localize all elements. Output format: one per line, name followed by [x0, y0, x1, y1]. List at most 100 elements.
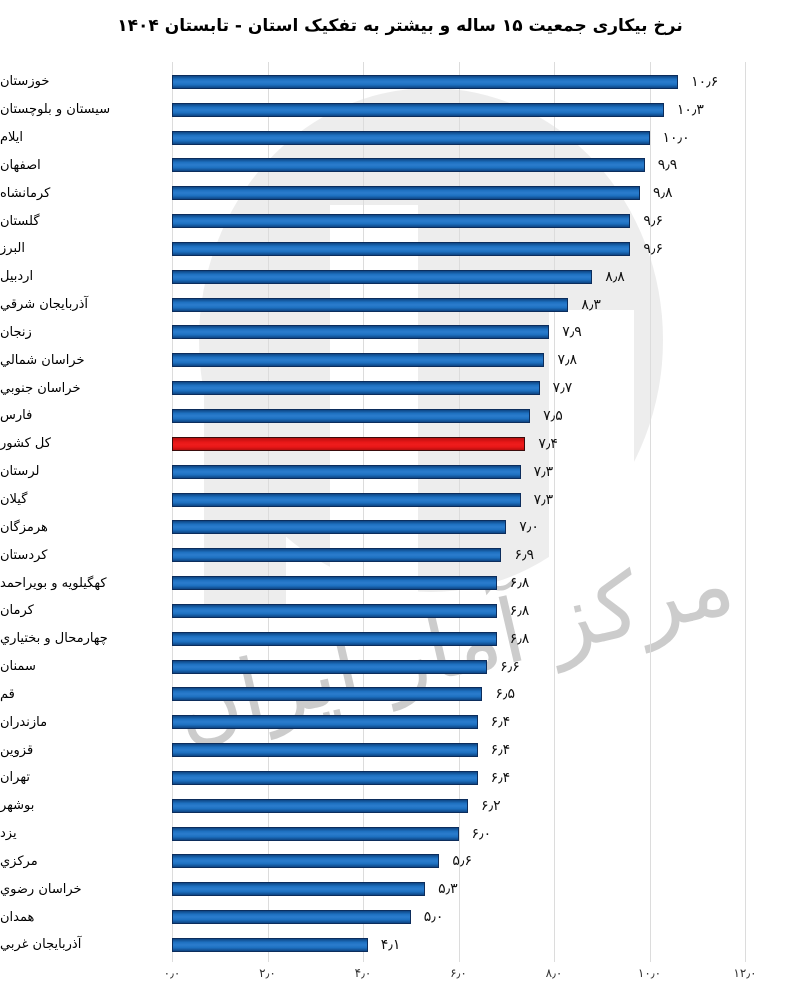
country-average-bar	[172, 436, 526, 451]
province-bar	[172, 576, 497, 591]
gridline	[554, 62, 555, 962]
x-tick-label: ۲٫۰	[259, 966, 276, 980]
value-label: ۷٫۷	[552, 380, 573, 397]
province-bar	[172, 241, 631, 256]
province-bar	[172, 102, 664, 117]
bar-row: گیلان ۷٫۳	[0, 486, 800, 514]
province-label: آذربايجان شرقي	[0, 297, 89, 313]
province-bar	[172, 798, 469, 813]
value-label: ۹٫۶	[643, 213, 663, 230]
bar-row: زنجان ۷٫۹	[0, 319, 800, 347]
province-label: اصفهان	[0, 157, 41, 173]
value-label: ۷٫۹	[562, 324, 582, 341]
value-label: ۶٫۴	[490, 769, 511, 786]
gridline	[649, 62, 651, 962]
bar-row: البرز ۹٫۶	[0, 235, 800, 263]
value-label: ۸٫۳	[581, 296, 601, 313]
province-label: همدان	[0, 909, 35, 925]
province-bar	[172, 269, 593, 284]
bar-row: آذربايجان شرقي ۸٫۳	[0, 291, 800, 319]
bar-row: کرمان ۶٫۸	[0, 597, 800, 625]
province-label: مرکزي	[0, 853, 38, 869]
value-label: ۶٫۵	[495, 686, 515, 703]
province-label: اردبیل	[0, 269, 34, 285]
province-bar	[172, 353, 545, 368]
province-label: آذربايجان غربي	[0, 937, 82, 953]
gridline	[363, 62, 364, 962]
bar-row: مرکزي ۵٫۶	[0, 848, 800, 876]
value-label: ۶٫۶	[500, 658, 520, 675]
province-label: زنجان	[0, 324, 32, 340]
value-label: ۷٫۳	[533, 463, 554, 480]
x-tick-label: ۱۰٫۰	[637, 966, 662, 980]
bar-row: ایلام ۱۰٫۰	[0, 124, 800, 152]
province-bar	[172, 130, 650, 145]
province-bar	[172, 214, 631, 229]
province-label: خراسان رضوي	[0, 881, 82, 897]
province-label: سمنان	[0, 659, 36, 675]
province-label: خراسان جنوبي	[0, 380, 81, 396]
province-bar	[172, 520, 507, 535]
province-label: کردستان	[0, 547, 48, 563]
province-bar	[172, 381, 540, 396]
province-label: کرمان	[0, 603, 34, 619]
province-label: تهران	[0, 770, 30, 786]
province-label: ایلام	[0, 130, 24, 146]
province-label: هرمزگان	[0, 519, 48, 535]
province-label: کهگیلویه و بویراحمد	[0, 575, 107, 591]
value-label: ۶٫۸	[509, 630, 530, 647]
bar-row: قزوین ۶٫۴	[0, 736, 800, 764]
value-label: ۵٫۰	[423, 909, 444, 926]
x-tick-label: ۰٫۰	[163, 966, 181, 980]
bar-row: چهارمحال و بختياري ۶٫۸	[0, 625, 800, 653]
province-bar	[172, 631, 497, 646]
bar-row: یزد ۶٫۰	[0, 820, 800, 848]
province-label: گلستان	[0, 213, 40, 229]
province-label: لرستان	[0, 464, 40, 480]
bar-row: اصفهان ۹٫۹	[0, 152, 800, 180]
bar-row: خراسان جنوبي ۷٫۷	[0, 374, 800, 402]
province-bar	[172, 826, 459, 841]
x-tick-label: ۶٫۰	[450, 966, 467, 980]
province-bar	[172, 743, 478, 758]
bar-row: تهران ۶٫۴	[0, 764, 800, 792]
province-label: بوشهر	[0, 798, 35, 814]
chart-title: نرخ بیکاری جمعیت ۱۵ ساله و بیشتر به تفکی…	[117, 16, 683, 36]
bar-row: فارس ۷٫۵	[0, 402, 800, 430]
bar-row: گلستان ۹٫۶	[0, 207, 800, 235]
province-bar	[172, 659, 488, 674]
value-label: ۷٫۰	[519, 519, 539, 536]
x-tick-label: ۱۲٫۰	[733, 966, 757, 980]
province-label: گیلان	[0, 492, 28, 507]
value-label: ۷٫۴	[538, 435, 558, 452]
province-bar	[172, 937, 368, 952]
province-label: سیستان و بلوچستان	[0, 102, 111, 118]
value-label: ۸٫۸	[605, 268, 625, 285]
province-bar	[172, 74, 679, 89]
province-label: کل کشور	[0, 436, 51, 452]
bar-row: قم ۶٫۵	[0, 680, 800, 708]
bar-row: خوزستان ۱۰٫۶	[0, 68, 800, 96]
province-label: مازندران	[0, 714, 48, 730]
value-label: ۹٫۶	[643, 240, 663, 257]
province-bar	[172, 548, 502, 563]
value-label: ۶٫۸	[509, 602, 530, 619]
value-label: ۶٫۰	[471, 825, 492, 842]
province-bar	[172, 910, 411, 925]
value-label: ۷٫۳	[533, 491, 554, 508]
x-tick-label: ۴٫۰	[354, 966, 372, 980]
province-bar	[172, 882, 426, 897]
bar-row: کل کشور ۷٫۴	[0, 430, 800, 458]
bar-row: بوشهر ۶٫۲	[0, 792, 800, 820]
value-label: ۵٫۶	[452, 853, 472, 870]
province-bar	[172, 715, 478, 730]
bar-row: خراسان رضوي ۵٫۳	[0, 875, 800, 903]
province-bar	[172, 687, 483, 702]
bar-row: مازندران ۶٫۴	[0, 708, 800, 736]
gridline	[267, 62, 269, 962]
gridline	[745, 62, 746, 962]
province-bar	[172, 158, 645, 173]
value-label: ۴٫۱	[380, 936, 401, 953]
province-label: یزد	[0, 826, 17, 842]
value-label: ۹٫۸	[652, 185, 673, 202]
